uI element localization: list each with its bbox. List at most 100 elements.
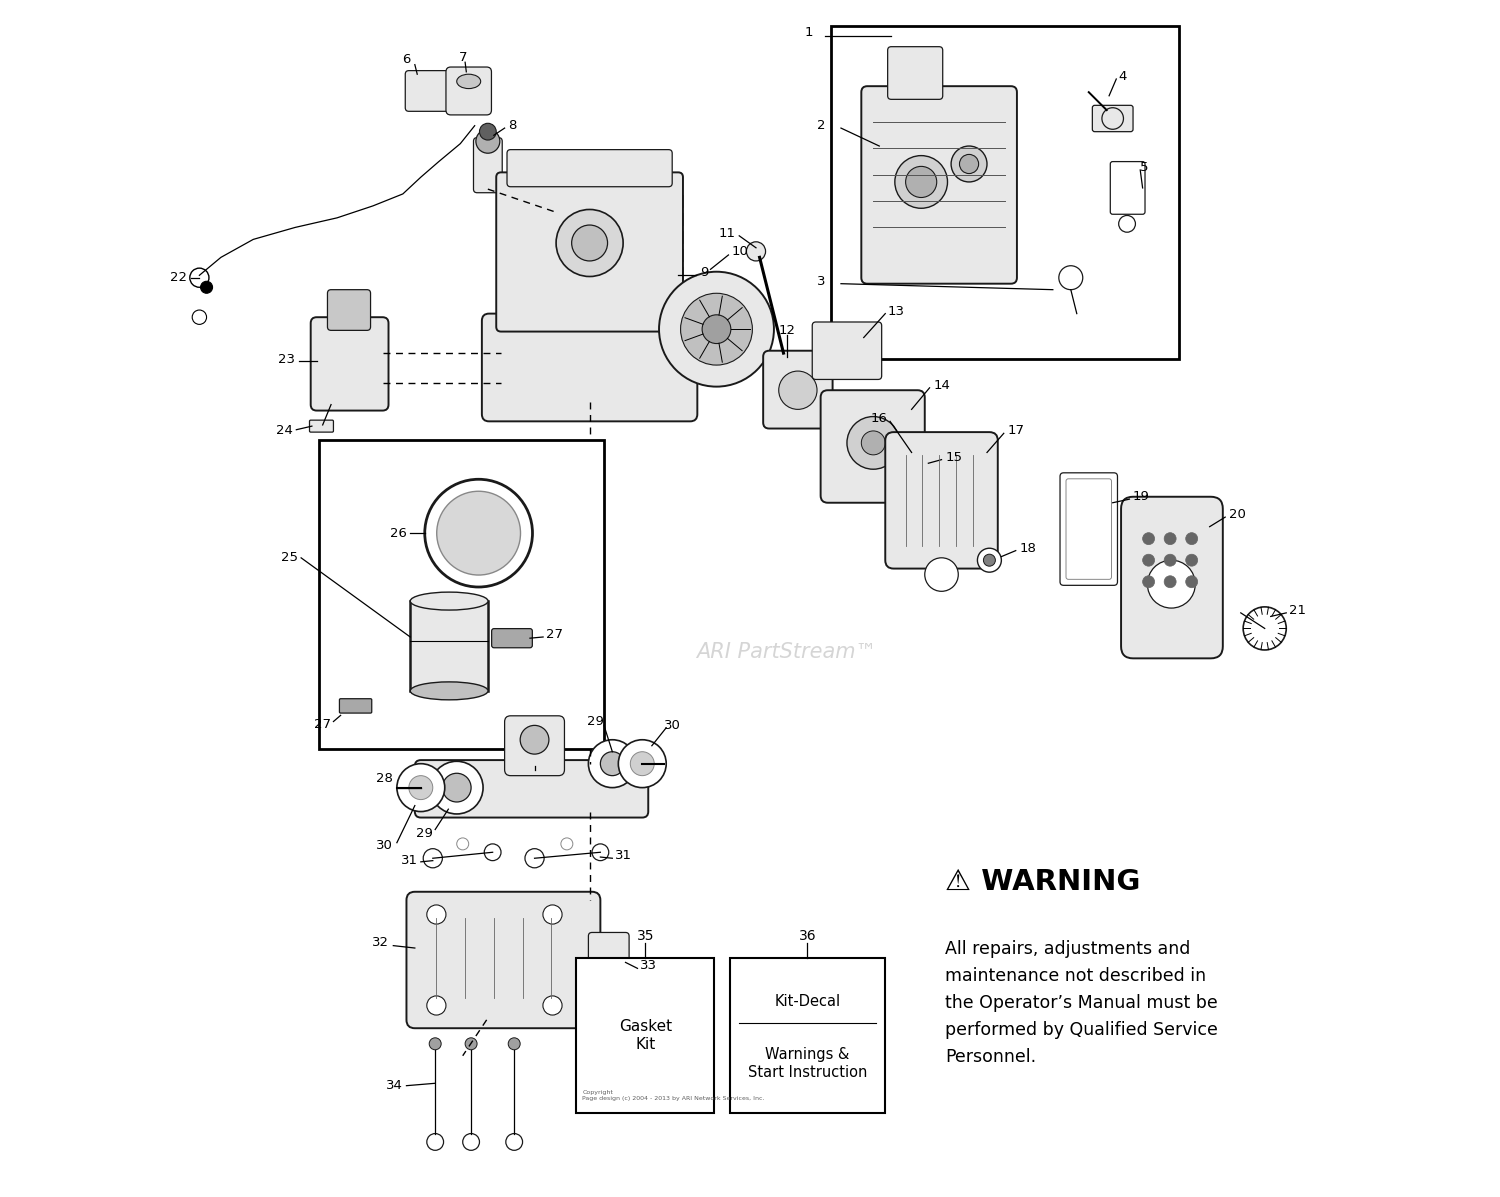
Text: 18: 18 (1020, 542, 1036, 554)
Circle shape (588, 740, 636, 788)
Text: 6: 6 (402, 54, 411, 66)
FancyBboxPatch shape (474, 138, 502, 193)
Circle shape (1143, 533, 1155, 545)
Circle shape (427, 996, 445, 1015)
FancyBboxPatch shape (821, 390, 926, 503)
Text: 9: 9 (699, 267, 708, 279)
Text: 35: 35 (636, 929, 654, 943)
FancyBboxPatch shape (504, 716, 564, 776)
Circle shape (520, 725, 549, 754)
Text: Gasket
Kit: Gasket Kit (618, 1019, 672, 1052)
Text: 30: 30 (664, 719, 681, 731)
Circle shape (201, 281, 213, 293)
Circle shape (960, 154, 978, 174)
FancyBboxPatch shape (1120, 497, 1222, 658)
Circle shape (1148, 560, 1196, 608)
Circle shape (900, 449, 928, 478)
Circle shape (561, 838, 573, 850)
Circle shape (926, 558, 958, 591)
Circle shape (430, 761, 483, 814)
Circle shape (747, 242, 765, 261)
FancyBboxPatch shape (861, 86, 1017, 284)
Text: 22: 22 (171, 272, 188, 284)
Circle shape (572, 225, 608, 261)
Circle shape (896, 156, 948, 208)
Text: 5: 5 (1140, 162, 1149, 174)
Text: 30: 30 (376, 839, 393, 851)
FancyBboxPatch shape (482, 314, 698, 421)
Ellipse shape (410, 682, 488, 700)
FancyBboxPatch shape (764, 351, 832, 429)
Bar (496, 285, 682, 297)
Circle shape (456, 838, 468, 850)
Text: 27: 27 (314, 718, 332, 731)
Circle shape (592, 844, 609, 861)
FancyBboxPatch shape (406, 892, 600, 1028)
Circle shape (978, 548, 1002, 572)
Bar (410, 601, 488, 691)
Circle shape (509, 1038, 520, 1050)
FancyBboxPatch shape (309, 420, 333, 432)
Circle shape (681, 293, 753, 365)
Circle shape (462, 1134, 480, 1150)
Text: 16: 16 (871, 413, 888, 425)
Circle shape (1164, 554, 1176, 566)
FancyBboxPatch shape (1066, 479, 1112, 579)
Circle shape (702, 315, 730, 344)
Text: 12: 12 (778, 324, 795, 336)
Text: 27: 27 (546, 628, 562, 642)
FancyBboxPatch shape (496, 172, 682, 332)
FancyBboxPatch shape (446, 67, 492, 115)
Circle shape (398, 764, 445, 812)
Ellipse shape (410, 593, 488, 610)
Text: 13: 13 (888, 305, 904, 317)
Bar (496, 267, 682, 279)
Text: Copyright
Page design (c) 2004 - 2013 by ARI Network Services, Inc.: Copyright Page design (c) 2004 - 2013 by… (582, 1090, 765, 1101)
Text: 1: 1 (806, 26, 813, 38)
Circle shape (410, 776, 434, 800)
FancyBboxPatch shape (888, 47, 942, 99)
Bar (496, 195, 682, 207)
Text: Warnings &
Start Instruction: Warnings & Start Instruction (748, 1047, 867, 1080)
Bar (496, 231, 682, 243)
Text: All repairs, adjustments and
maintenance not described in
the Operator’s Manual : All repairs, adjustments and maintenance… (945, 940, 1218, 1067)
Circle shape (442, 773, 471, 802)
Circle shape (506, 1134, 522, 1150)
FancyBboxPatch shape (405, 71, 450, 111)
Text: 28: 28 (376, 772, 393, 784)
Text: 10: 10 (732, 245, 748, 257)
Bar (496, 303, 682, 315)
Bar (576, 958, 714, 1113)
Circle shape (427, 1134, 444, 1150)
Circle shape (484, 844, 501, 861)
Circle shape (1185, 554, 1197, 566)
Circle shape (600, 752, 624, 776)
Text: 26: 26 (390, 527, 406, 540)
Circle shape (1164, 533, 1176, 545)
Circle shape (556, 209, 622, 277)
Text: 31: 31 (402, 855, 418, 867)
Text: 32: 32 (372, 936, 388, 948)
Circle shape (1244, 607, 1287, 650)
FancyBboxPatch shape (507, 150, 672, 187)
Bar (320, 440, 604, 749)
Bar (831, 26, 1179, 359)
Circle shape (1143, 554, 1155, 566)
Text: 20: 20 (1228, 509, 1245, 521)
Circle shape (543, 905, 562, 924)
Ellipse shape (456, 74, 480, 89)
Text: 25: 25 (280, 552, 297, 564)
FancyBboxPatch shape (492, 628, 532, 648)
Text: 31: 31 (615, 850, 632, 862)
Circle shape (427, 905, 445, 924)
FancyBboxPatch shape (339, 699, 372, 713)
Text: 34: 34 (386, 1080, 404, 1092)
FancyBboxPatch shape (1092, 105, 1132, 132)
Text: 29: 29 (416, 827, 434, 839)
Text: Kit-Decal: Kit-Decal (774, 994, 840, 1009)
Circle shape (465, 1038, 477, 1050)
Text: 33: 33 (640, 960, 657, 972)
Text: 21: 21 (1288, 604, 1305, 616)
Circle shape (847, 417, 900, 469)
Circle shape (906, 166, 936, 198)
